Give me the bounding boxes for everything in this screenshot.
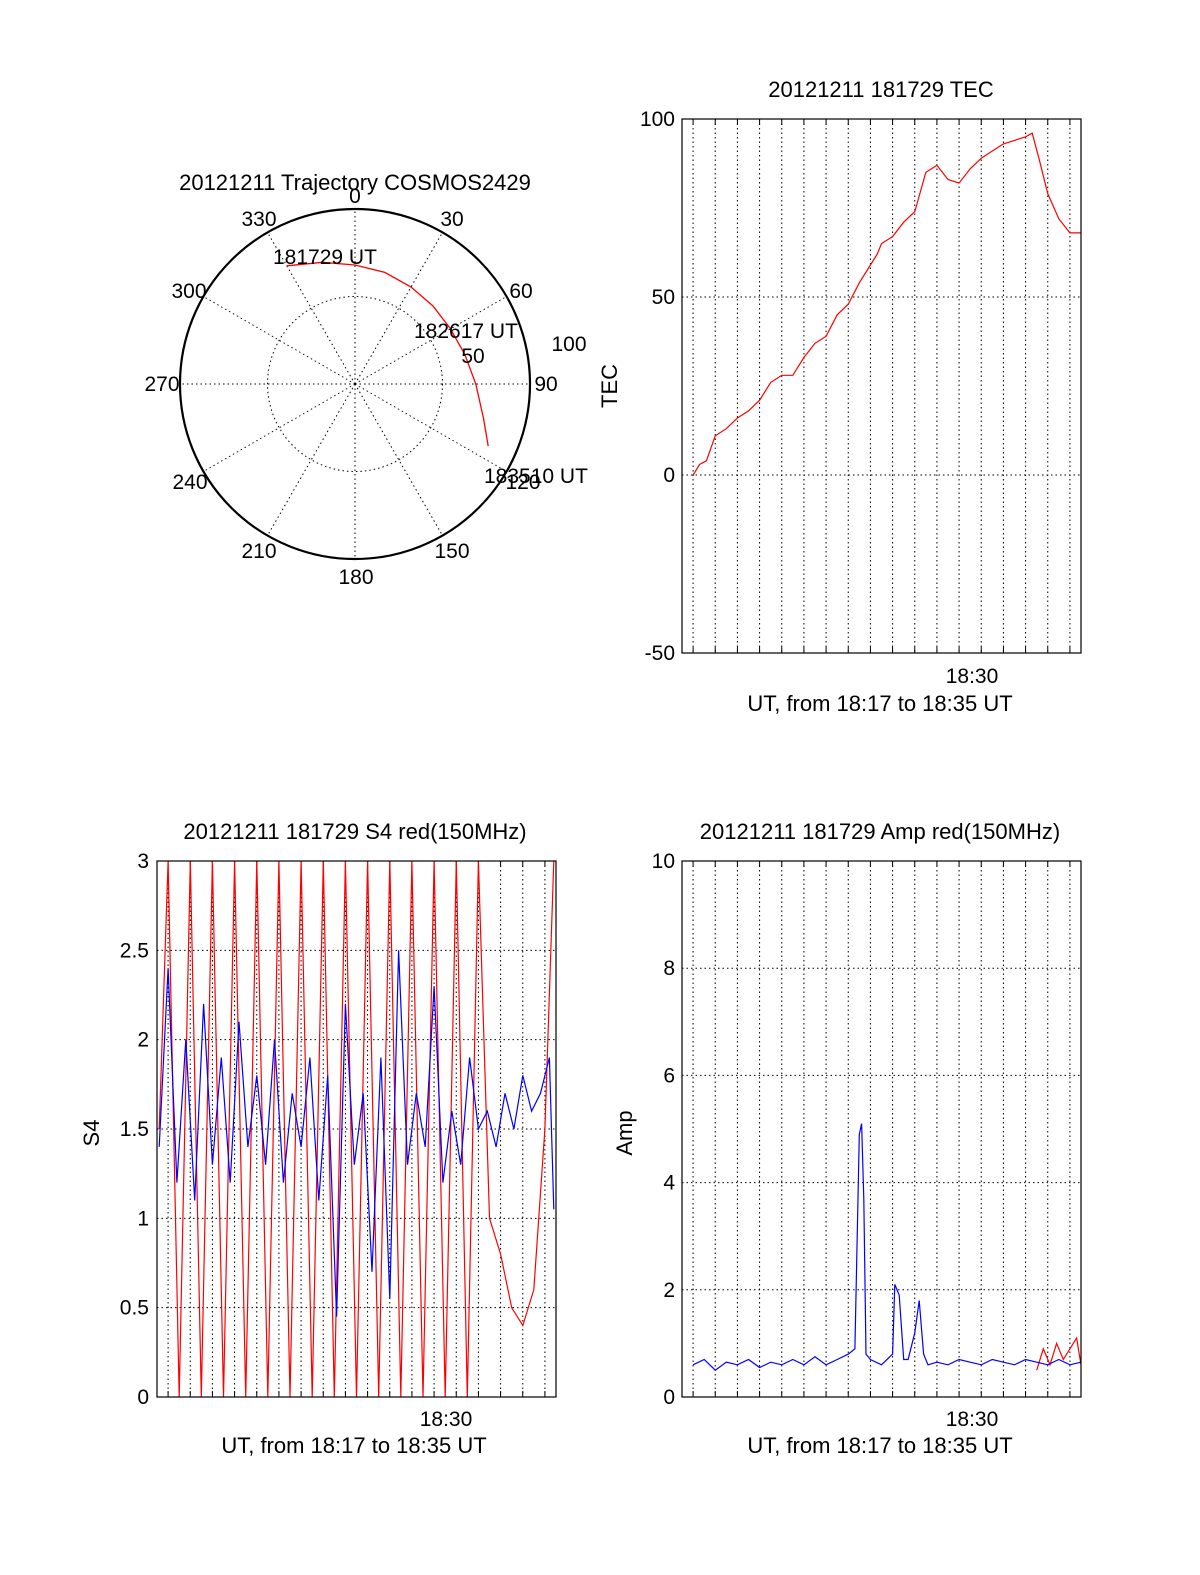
amp-panel: 20121211 181729 Amp red(150MHz) 1086420 … bbox=[612, 819, 1082, 1458]
tec-plot: 100 50 0 -50 bbox=[640, 108, 1082, 665]
trajectory-end-label: 183510 UT bbox=[484, 465, 588, 488]
s4-title: 20121211 181729 S4 red(150MHz) bbox=[183, 819, 526, 844]
s4-ylabel: S4 bbox=[79, 1120, 104, 1147]
y-tick-label: 2 bbox=[137, 1029, 149, 1052]
amp-ylabel: Amp bbox=[612, 1110, 637, 1155]
tec-title: 20121211 181729 TEC bbox=[768, 77, 994, 102]
trajectory-mid-label: 182617 UT bbox=[414, 320, 518, 343]
amp-xtick-label: 18:30 bbox=[946, 1408, 999, 1431]
tec-panel: 20121211 181729 TEC 100 50 0 -50 18:30 UT, … bbox=[597, 77, 1082, 716]
polar-grid bbox=[178, 207, 532, 561]
y-tick-label: 0.5 bbox=[120, 1297, 149, 1320]
amp-title: 20121211 181729 Amp red(150MHz) bbox=[700, 819, 1060, 844]
plot-frame bbox=[156, 860, 557, 1398]
amp-plot: 10 8 6 4 2 0 bbox=[652, 850, 1082, 1409]
s4-panel: 20121211 181729 S4 red(150MHz) 3 2.5 2 1.5 1… bbox=[79, 819, 557, 1458]
s4-plot: 3 2.5 2 1.5 1 0.5 0 bbox=[120, 850, 557, 1409]
polar-angle-label: 0 bbox=[349, 185, 361, 208]
polar-panel: 20121211 Trajectory COSMOS2429 0 30 60 90 12… bbox=[144, 170, 588, 589]
amp-xlabel: UT, from 18:17 to 18:35 UT bbox=[747, 1433, 1012, 1458]
y-tick-label: 3 bbox=[137, 850, 149, 873]
polar-angle-label: 120 bbox=[505, 471, 540, 494]
polar-labels: 0 30 60 90 120 150 180 210 240 270 300 330 50 100 bbox=[144, 185, 586, 589]
y-tick-label: 0 bbox=[137, 1386, 149, 1409]
polar-angle-label: 270 bbox=[144, 373, 179, 396]
trajectory-line bbox=[286, 261, 489, 447]
tec-xlabel: UT, from 18:17 to 18:35 UT bbox=[747, 691, 1012, 716]
plot-frame bbox=[681, 860, 1082, 1398]
polar-title: 20121211 Trajectory COSMOS2429 bbox=[179, 170, 531, 195]
plot-frame bbox=[681, 118, 1082, 654]
y-tick-label: -50 bbox=[645, 642, 675, 665]
y-tick-label: 2.5 bbox=[120, 939, 149, 962]
tec-ylabel: TEC bbox=[597, 364, 622, 408]
y-tick-label: 0 bbox=[663, 1386, 675, 1409]
series-line-0 bbox=[1036, 1336, 1082, 1371]
polar-angle-label: 30 bbox=[440, 208, 463, 231]
polar-angle-label: 180 bbox=[338, 566, 373, 589]
s4-xtick-label: 18:30 bbox=[420, 1408, 473, 1431]
y-tick-label: 4 bbox=[663, 1172, 675, 1195]
series-line-1 bbox=[692, 1123, 1082, 1371]
y-tick-label: 10 bbox=[652, 850, 675, 873]
series-line-1 bbox=[158, 950, 555, 1317]
polar-angle-label: 210 bbox=[241, 540, 276, 563]
polar-ring-50 bbox=[267, 296, 443, 472]
polar-radial-label: 100 bbox=[551, 333, 586, 356]
series-line-0 bbox=[692, 132, 1081, 476]
s4-xlabel: UT, from 18:17 to 18:35 UT bbox=[221, 1433, 486, 1458]
tec-xtick-label: 18:30 bbox=[946, 665, 999, 688]
y-tick-label: 1.5 bbox=[120, 1118, 149, 1141]
y-tick-label: 1 bbox=[137, 1207, 149, 1230]
y-tick-label: 6 bbox=[663, 1064, 675, 1087]
polar-outer-circle bbox=[178, 207, 532, 561]
y-tick-label: 50 bbox=[652, 286, 675, 309]
y-tick-label: 0 bbox=[663, 464, 675, 487]
polar-angle-label: 240 bbox=[172, 471, 207, 494]
polar-radial-label: 50 bbox=[461, 345, 484, 368]
y-tick-label: 2 bbox=[663, 1279, 675, 1302]
trajectory-start-label: 181729 UT bbox=[273, 246, 377, 269]
polar-angle-label: 150 bbox=[434, 540, 469, 563]
polar-angle-label: 300 bbox=[171, 280, 206, 303]
polar-angle-label: 60 bbox=[509, 280, 532, 303]
y-tick-label: 8 bbox=[663, 957, 675, 980]
polar-angle-label: 90 bbox=[534, 373, 557, 396]
polar-angle-label: 330 bbox=[241, 208, 276, 231]
y-tick-label: 100 bbox=[640, 108, 675, 131]
